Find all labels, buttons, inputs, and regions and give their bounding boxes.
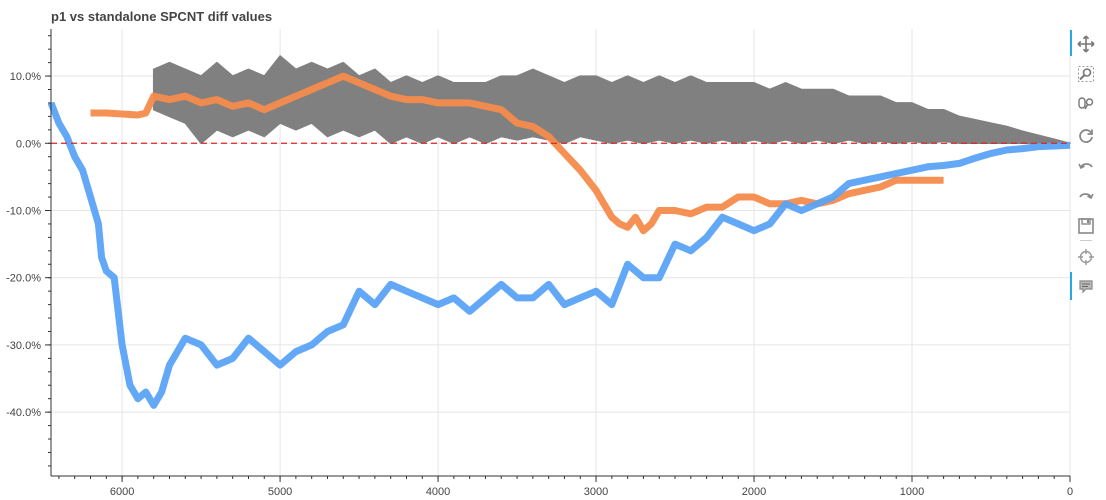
series-layer xyxy=(47,55,1071,409)
save-tool-button[interactable] xyxy=(1075,215,1097,237)
undo-tool-button[interactable] xyxy=(1075,155,1097,177)
y-tick-label: -20.0% xyxy=(6,273,41,285)
x-tick-label: 1000 xyxy=(900,486,924,498)
pan-active-indicator xyxy=(1070,30,1072,56)
pan-icon xyxy=(1077,35,1095,53)
wheel-zoom-icon xyxy=(1078,97,1094,110)
redo-icon xyxy=(1079,193,1094,200)
toolbar-separator xyxy=(1080,240,1092,241)
y-tick-label: -40.0% xyxy=(6,407,41,419)
chart-title: p1 vs standalone SPCNT diff values xyxy=(51,9,273,24)
y-tick-label: -30.0% xyxy=(6,340,41,352)
crosshair-icon xyxy=(1078,249,1094,265)
reset-tool-button[interactable] xyxy=(1075,125,1097,147)
redo-tool-button[interactable] xyxy=(1075,185,1097,207)
axis-layer: 6000 5000 4000 3000 2000 1000 0 10.0% 0.0% -10.0%… xyxy=(6,29,1073,498)
save-icon xyxy=(1078,218,1094,234)
x-tick-label: 0 xyxy=(1067,486,1073,498)
chart-toolbar xyxy=(1070,30,1100,300)
hover-icon xyxy=(1079,280,1093,294)
x-tick-label: 4000 xyxy=(426,486,450,498)
y-tick-label: 0.0% xyxy=(16,138,41,150)
hover-tool-button[interactable] xyxy=(1075,276,1097,298)
grid-layer xyxy=(51,29,1071,476)
y-tick-label: -10.0% xyxy=(6,205,41,217)
x-tick-label: 6000 xyxy=(110,486,134,498)
undo-icon xyxy=(1078,163,1093,170)
x-tick-label: 5000 xyxy=(268,486,292,498)
series-line-blue xyxy=(47,101,1071,409)
wheel-zoom-tool-button[interactable] xyxy=(1075,93,1097,115)
box-zoom-icon xyxy=(1078,66,1094,82)
pan-tool-button[interactable] xyxy=(1075,33,1097,55)
y-tick-label: 10.0% xyxy=(10,71,41,83)
crosshair-tool-button[interactable] xyxy=(1075,246,1097,268)
x-tick-label: 2000 xyxy=(742,486,766,498)
hover-active-indicator xyxy=(1070,272,1072,300)
reset-icon xyxy=(1079,129,1093,143)
box-zoom-tool-button[interactable] xyxy=(1075,63,1097,85)
x-tick-label: 3000 xyxy=(584,486,608,498)
